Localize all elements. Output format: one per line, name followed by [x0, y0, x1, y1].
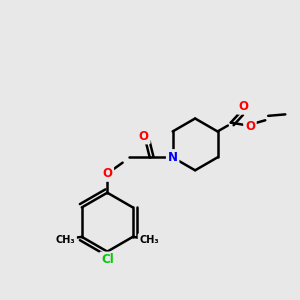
Text: O: O [102, 167, 112, 180]
Text: N: N [168, 151, 178, 164]
Text: CH₃: CH₃ [139, 235, 159, 245]
Text: Cl: Cl [101, 253, 114, 266]
Text: O: O [245, 120, 255, 133]
Text: O: O [238, 100, 248, 113]
Text: O: O [139, 130, 149, 143]
Text: CH₃: CH₃ [56, 235, 75, 245]
